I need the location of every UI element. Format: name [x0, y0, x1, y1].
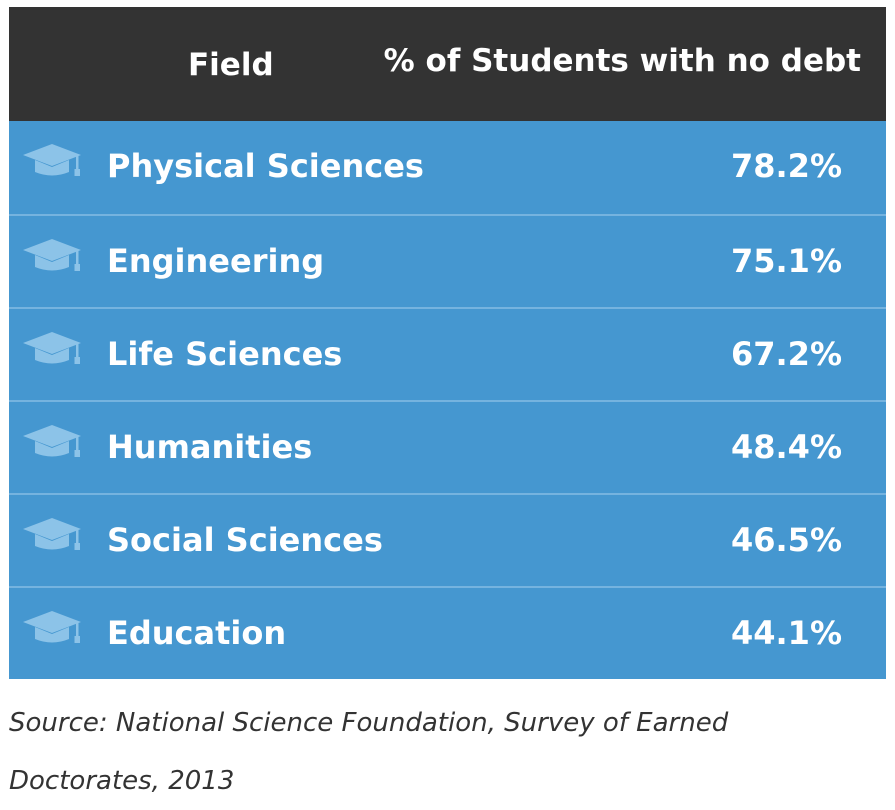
row-field-label: Social Sciences — [107, 521, 383, 559]
row-field-label: Life Sciences — [107, 335, 343, 373]
table-row: Social Sciences 46.5% — [9, 493, 886, 586]
row-field-label: Engineering — [107, 242, 325, 280]
graduation-cap-icon — [21, 608, 83, 648]
header-field: Field — [188, 47, 274, 83]
table-row: Humanities 48.4% — [9, 400, 886, 493]
debt-table: Field % of Students with no debt Physica… — [9, 7, 886, 679]
header-percent: % of Students with no debt — [383, 43, 861, 79]
row-value: 44.1% — [730, 614, 842, 652]
row-value: 48.4% — [730, 428, 842, 466]
graduation-cap-icon — [21, 422, 83, 462]
row-value: 78.2% — [730, 147, 842, 185]
graduation-cap-icon — [21, 141, 83, 181]
graduation-cap-icon — [21, 329, 83, 369]
table-header: Field % of Students with no debt — [9, 7, 886, 121]
row-field-label: Education — [107, 614, 287, 652]
graduation-cap-icon — [21, 515, 83, 555]
row-field-label: Physical Sciences — [107, 147, 424, 185]
table-row: Engineering 75.1% — [9, 214, 886, 307]
row-value: 46.5% — [730, 521, 842, 559]
source-note: Source: National Science Foundation, Sur… — [9, 708, 729, 796]
row-field-label: Humanities — [107, 428, 313, 466]
graduation-cap-icon — [21, 236, 83, 276]
table-body: Physical Sciences 78.2% Engineering 75.1% Li… — [9, 121, 886, 679]
table-row: Physical Sciences 78.2% — [9, 121, 886, 214]
table-row: Education 44.1% — [9, 586, 886, 679]
table-row: Life Sciences 67.2% — [9, 307, 886, 400]
row-value: 67.2% — [730, 335, 842, 373]
row-value: 75.1% — [730, 242, 842, 280]
